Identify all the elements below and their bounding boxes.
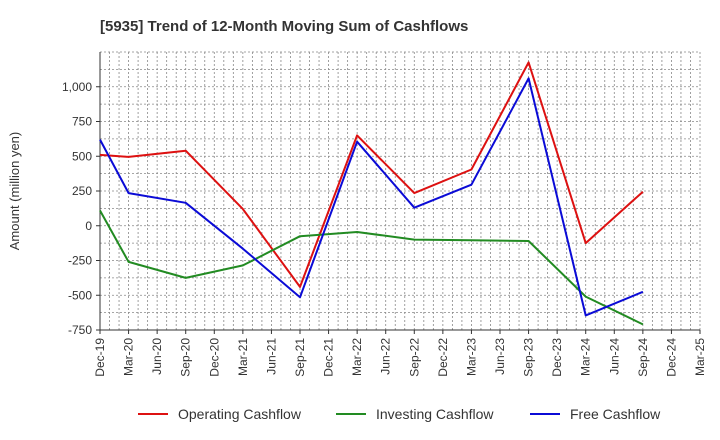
x-tick-label: Dec-22 bbox=[436, 338, 450, 377]
y-axis-label: Amount (million yen) bbox=[7, 132, 22, 251]
y-tick-label: -250 bbox=[68, 254, 92, 268]
x-tick-label: Sep-23 bbox=[522, 338, 536, 377]
x-tick-label: Jun-23 bbox=[493, 338, 507, 375]
y-tick-label: -750 bbox=[68, 323, 92, 337]
legend-label: Operating Cashflow bbox=[178, 406, 302, 422]
x-tick-label: Dec-24 bbox=[664, 338, 678, 377]
legend: Operating Cashflow Investing Cashflow Free… bbox=[138, 406, 661, 422]
y-tick-label: -500 bbox=[68, 288, 92, 302]
x-tick-label: Dec-20 bbox=[207, 338, 221, 377]
series-line-free-cashflow bbox=[99, 77, 644, 317]
x-tick-label: Dec-21 bbox=[322, 338, 336, 377]
x-tick-labels: Dec-19 Mar-20 Jun-20 Sep-20 Dec-20 Mar-21 Jun-… bbox=[93, 330, 707, 377]
y-tick-labels: -750 -500 -250 0 250 500 750 1,000 bbox=[62, 80, 100, 337]
x-tick-label: Mar-24 bbox=[579, 338, 593, 376]
y-tick-label: 1,000 bbox=[62, 80, 92, 94]
y-tick-label: 250 bbox=[72, 184, 92, 198]
x-tick-label: Sep-21 bbox=[293, 338, 307, 377]
series-line-investing-cashflow bbox=[99, 210, 644, 326]
chart-title: [5935] Trend of 12-Month Moving Sum of C… bbox=[100, 18, 468, 35]
legend-label: Free Cashflow bbox=[570, 406, 661, 422]
x-tick-label: Jun-24 bbox=[607, 338, 621, 375]
x-tick-label: Sep-20 bbox=[179, 338, 193, 377]
series-lines bbox=[99, 61, 644, 326]
y-tick-label: 500 bbox=[72, 149, 92, 163]
x-tick-label: Dec-23 bbox=[550, 338, 564, 377]
x-tick-label: Mar-22 bbox=[350, 338, 364, 376]
x-tick-label: Sep-22 bbox=[407, 338, 421, 377]
x-tick-label: Jun-22 bbox=[379, 338, 393, 375]
x-tick-label: Sep-24 bbox=[636, 338, 650, 377]
x-tick-label: Mar-25 bbox=[693, 338, 707, 376]
x-tick-label: Jun-20 bbox=[150, 338, 164, 375]
grid bbox=[99, 51, 701, 331]
x-tick-label: Jun-21 bbox=[264, 338, 278, 375]
x-tick-label: Mar-20 bbox=[122, 338, 136, 376]
x-tick-label: Mar-21 bbox=[236, 338, 250, 376]
x-tick-label: Dec-19 bbox=[93, 338, 107, 377]
series-line-operating-cashflow bbox=[99, 61, 644, 288]
x-tick-label: Mar-23 bbox=[464, 338, 478, 376]
y-tick-label: 750 bbox=[72, 115, 92, 129]
y-tick-label: 0 bbox=[85, 219, 92, 233]
legend-label: Investing Cashflow bbox=[376, 406, 494, 422]
